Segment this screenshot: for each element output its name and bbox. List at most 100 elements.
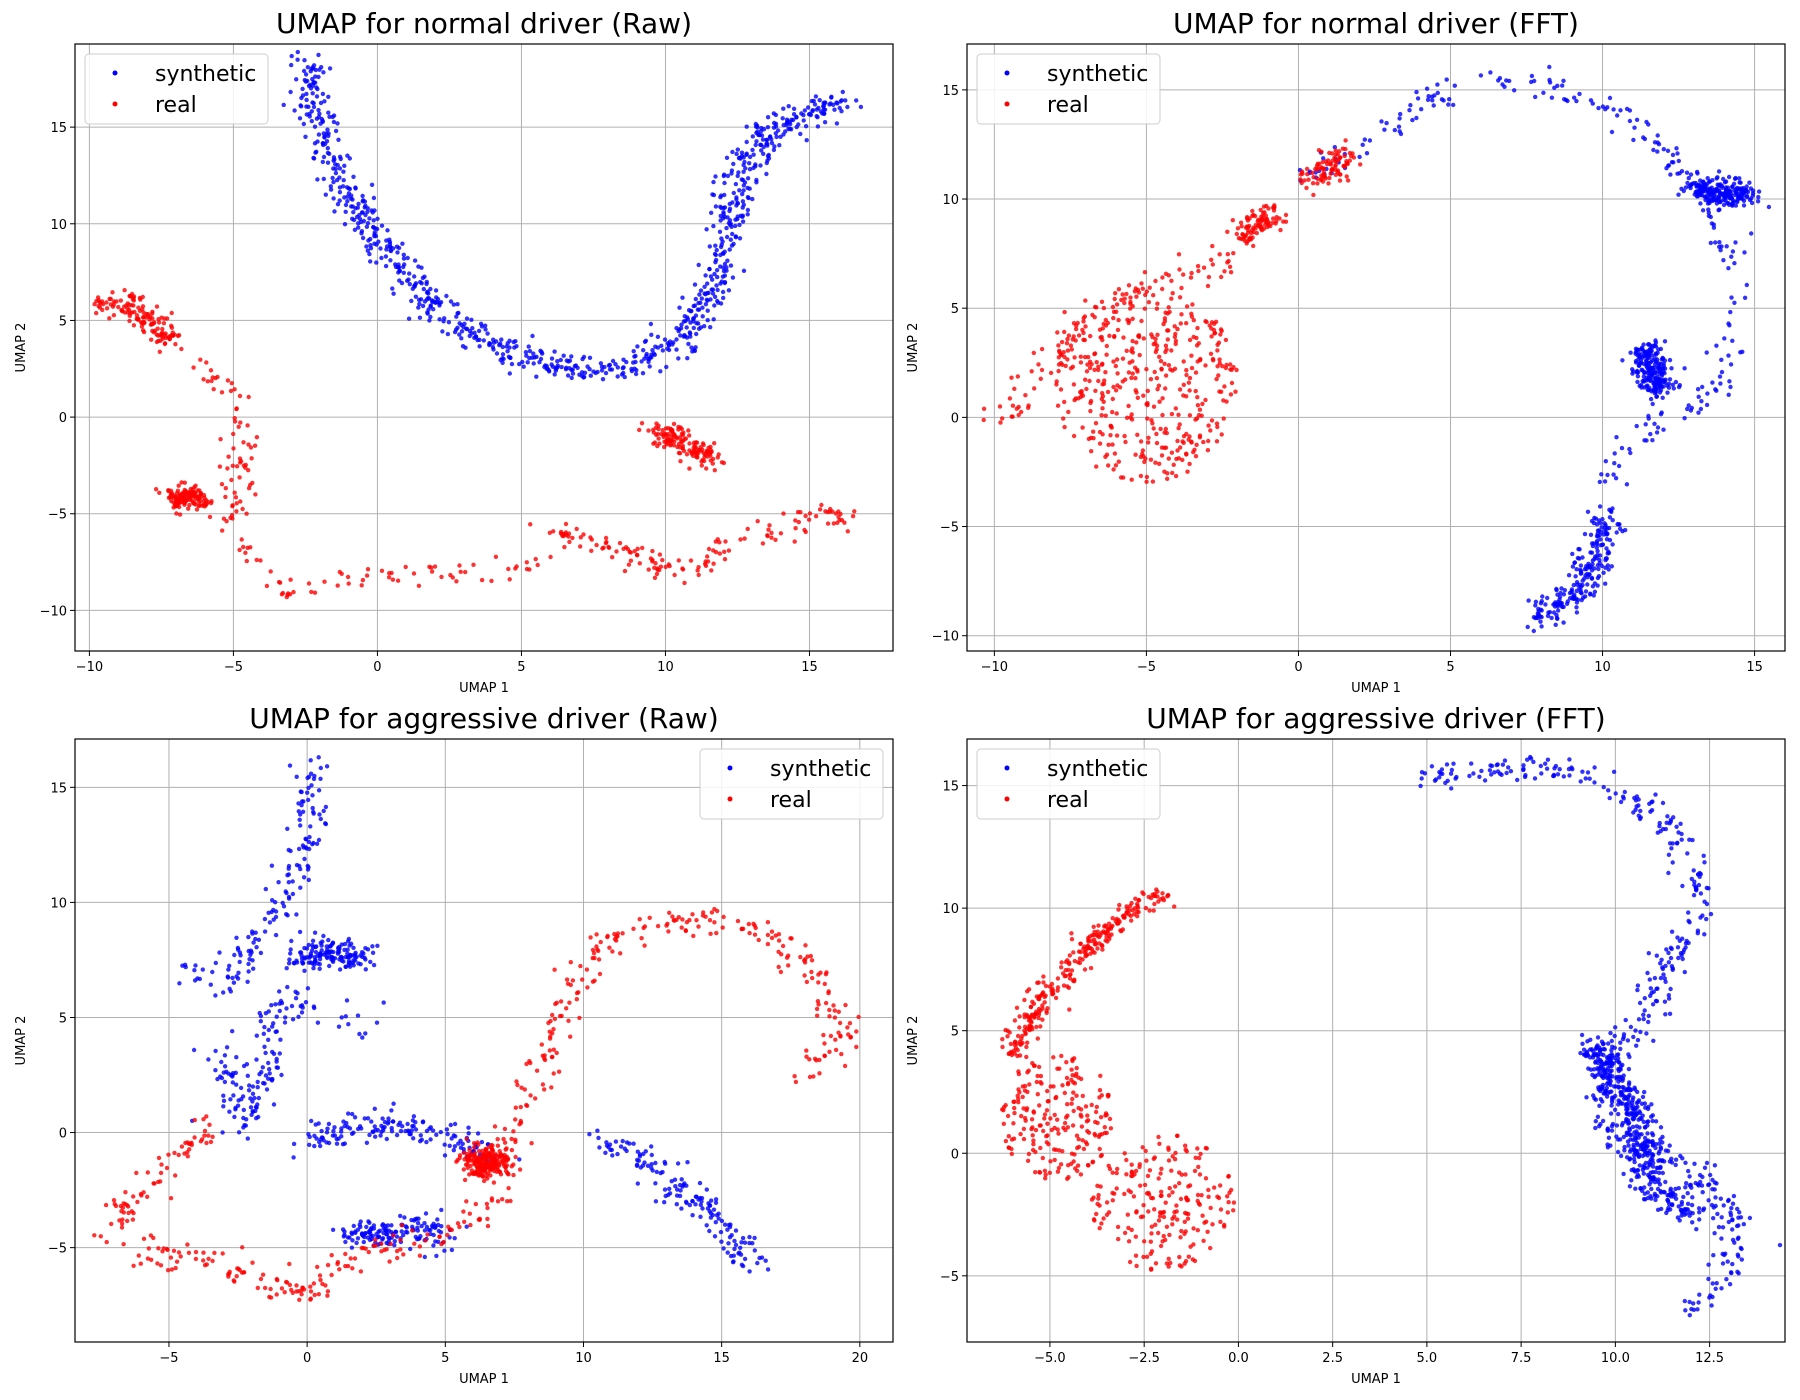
- scatter-point-synthetic: [241, 1125, 246, 1130]
- scatter-point-real: [1113, 291, 1118, 296]
- scatter-point-synthetic: [286, 896, 292, 901]
- scatter-point-synthetic: [350, 197, 355, 202]
- scatter-point-synthetic: [1637, 1000, 1643, 1006]
- scatter-point-real: [325, 1262, 331, 1268]
- scatter-point-real: [223, 494, 228, 500]
- scatter-point-real: [823, 509, 828, 514]
- scatter-point-synthetic: [1662, 339, 1668, 344]
- scatter-point-real: [1342, 153, 1347, 159]
- scatter-point-real: [244, 511, 249, 516]
- scatter-point-real: [182, 480, 187, 485]
- scatter-point-synthetic: [704, 1187, 709, 1192]
- scatter-point-synthetic: [713, 1197, 719, 1202]
- scatter-point-synthetic: [286, 880, 291, 885]
- scatter-point-synthetic: [716, 1216, 721, 1221]
- scatter-point-synthetic: [213, 1048, 218, 1054]
- scatter-point-real: [1181, 440, 1186, 445]
- scatter-point-real: [130, 1217, 136, 1222]
- scatter-point-real: [1169, 296, 1174, 301]
- scatter-point-synthetic: [837, 105, 842, 111]
- scatter-point-real: [1101, 381, 1107, 386]
- scatter-point-synthetic: [1578, 571, 1584, 576]
- scatter-point-synthetic: [719, 1239, 724, 1244]
- scatter-point-real: [1061, 416, 1066, 421]
- scatter-point-real: [335, 1261, 340, 1267]
- scatter-point-synthetic: [349, 1245, 355, 1250]
- scatter-point-real: [618, 951, 623, 956]
- scatter-point-synthetic: [1410, 117, 1415, 123]
- scatter-point-real: [1201, 439, 1206, 445]
- scatter-point-synthetic: [728, 221, 733, 226]
- scatter-point-real: [1097, 441, 1103, 446]
- scatter-point-real: [1113, 463, 1119, 468]
- scatter-point-real: [686, 428, 691, 433]
- scatter-point-synthetic: [1631, 1034, 1636, 1040]
- scatter-point-real: [850, 514, 856, 519]
- scatter-point-synthetic: [1726, 174, 1732, 180]
- scatter-point-synthetic: [745, 195, 751, 200]
- scatter-point-synthetic: [349, 204, 354, 209]
- scatter-point-synthetic: [1559, 601, 1565, 606]
- scatter-point-synthetic: [761, 151, 766, 156]
- scatter-point-real: [1173, 331, 1178, 337]
- scatter-point-real: [218, 437, 223, 442]
- scatter-point-real: [1150, 334, 1155, 340]
- scatter-point-real: [821, 1032, 826, 1038]
- scatter-point-synthetic: [742, 1240, 748, 1245]
- scatter-point-synthetic: [618, 1144, 624, 1149]
- scatter-point-real: [981, 406, 987, 411]
- scatter-point-synthetic: [391, 291, 396, 296]
- scatter-point-real: [1144, 367, 1149, 372]
- scatter-point-real: [343, 1263, 348, 1269]
- scatter-point-synthetic: [1617, 522, 1622, 527]
- scatter-point-real: [822, 1053, 827, 1059]
- scatter-point-synthetic: [1488, 70, 1493, 75]
- scatter-point-synthetic: [1653, 388, 1658, 394]
- scatter-point-real: [677, 435, 683, 440]
- scatter-point-synthetic: [1708, 192, 1713, 197]
- scatter-point-real: [1069, 347, 1075, 352]
- scatter-point-synthetic: [702, 324, 707, 329]
- scatter-point-synthetic: [736, 170, 741, 175]
- scatter-point-synthetic: [703, 302, 709, 307]
- scatter-point-synthetic: [324, 954, 330, 959]
- scatter-point-synthetic: [712, 251, 718, 257]
- scatter-point-synthetic: [615, 365, 620, 370]
- scatter-point-real: [1191, 318, 1197, 323]
- scatter-point-synthetic: [631, 349, 636, 354]
- scatter-point-real: [1214, 439, 1220, 444]
- scatter-point-real: [804, 1054, 809, 1059]
- scatter-point-real: [626, 562, 632, 567]
- scatter-point-real: [1207, 323, 1212, 328]
- scatter-point-real: [635, 546, 640, 551]
- scatter-point-synthetic: [1700, 384, 1705, 390]
- scatter-point-synthetic: [718, 195, 723, 200]
- scatter-point-real: [113, 1203, 119, 1209]
- scatter-point-real: [258, 1276, 264, 1282]
- scatter-point-synthetic: [791, 106, 797, 112]
- scatter-point-synthetic: [295, 49, 300, 55]
- scatter-point-real: [1344, 174, 1349, 179]
- scatter-point-real: [856, 1014, 861, 1020]
- scatter-point-real: [1138, 439, 1144, 444]
- scatter-point-synthetic: [1656, 376, 1662, 382]
- scatter-point-real: [454, 1159, 459, 1164]
- scatter-point-synthetic: [1444, 77, 1449, 82]
- scatter-point-synthetic: [1612, 451, 1617, 456]
- scatter-point-synthetic: [621, 365, 626, 370]
- scatter-point-real: [254, 557, 259, 563]
- scatter-point-synthetic: [742, 180, 748, 185]
- scatter-point-synthetic: [346, 1021, 351, 1027]
- scatter-point-synthetic: [1610, 542, 1615, 547]
- scatter-point-synthetic: [290, 879, 295, 884]
- scatter-point-real: [1163, 373, 1169, 378]
- scatter-point-synthetic: [419, 281, 424, 286]
- scatter-point-synthetic: [406, 316, 412, 321]
- scatter-point-synthetic: [700, 314, 705, 319]
- scatter-point-real: [493, 554, 499, 559]
- scatter-point-real: [588, 935, 593, 940]
- scatter-point-synthetic: [1705, 201, 1711, 206]
- scatter-point-synthetic: [247, 1083, 252, 1088]
- scatter-point-real: [493, 1152, 498, 1157]
- scatter-point-synthetic: [740, 205, 745, 210]
